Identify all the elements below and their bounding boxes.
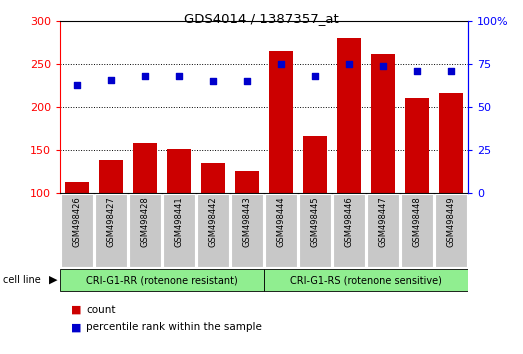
Bar [337,38,361,193]
Text: ■: ■ [71,322,81,332]
Bar [65,182,89,193]
Text: ▶: ▶ [49,275,58,285]
FancyBboxPatch shape [129,194,161,267]
FancyBboxPatch shape [299,194,331,267]
Point [447,68,456,74]
Text: percentile rank within the sample: percentile rank within the sample [86,322,262,332]
FancyBboxPatch shape [401,194,433,267]
Point [277,61,286,67]
FancyBboxPatch shape [367,194,399,267]
Text: ■: ■ [71,305,81,315]
Point [311,73,320,79]
Text: GSM498447: GSM498447 [379,197,388,247]
Text: CRI-G1-RS (rotenone sensitive): CRI-G1-RS (rotenone sensitive) [290,275,442,285]
Text: GSM498441: GSM498441 [175,197,184,247]
Bar [269,51,293,193]
Point [73,82,82,87]
FancyBboxPatch shape [231,194,263,267]
Point [107,77,116,82]
Bar [99,160,123,193]
FancyBboxPatch shape [435,194,467,267]
Bar [439,93,463,193]
Bar [201,163,225,193]
Point [243,79,252,84]
Text: GSM498448: GSM498448 [413,197,422,247]
Point [345,61,354,67]
Point [413,68,422,74]
Text: cell line: cell line [3,275,40,285]
Text: CRI-G1-RR (rotenone resistant): CRI-G1-RR (rotenone resistant) [86,275,238,285]
FancyBboxPatch shape [197,194,229,267]
FancyBboxPatch shape [61,194,93,267]
Text: count: count [86,305,116,315]
Text: GSM498443: GSM498443 [243,197,252,247]
FancyBboxPatch shape [95,194,127,267]
Text: GSM498444: GSM498444 [277,197,286,247]
Text: GSM498449: GSM498449 [447,197,456,247]
Bar [405,98,429,193]
Point [209,79,218,84]
FancyBboxPatch shape [264,269,468,291]
FancyBboxPatch shape [333,194,365,267]
Point [379,63,388,69]
Text: GSM498446: GSM498446 [345,197,354,247]
Bar [303,136,327,193]
Text: GSM498427: GSM498427 [107,197,116,247]
Bar [235,171,259,193]
Text: GDS4014 / 1387357_at: GDS4014 / 1387357_at [184,12,339,25]
Text: GSM498426: GSM498426 [73,197,82,247]
FancyBboxPatch shape [60,269,264,291]
Bar [167,149,191,193]
Bar [133,143,157,193]
Text: GSM498428: GSM498428 [141,197,150,247]
Text: GSM498442: GSM498442 [209,197,218,247]
Bar [371,54,395,193]
Text: GSM498445: GSM498445 [311,197,320,247]
Point [175,73,184,79]
FancyBboxPatch shape [163,194,195,267]
FancyBboxPatch shape [265,194,297,267]
Point [141,73,150,79]
